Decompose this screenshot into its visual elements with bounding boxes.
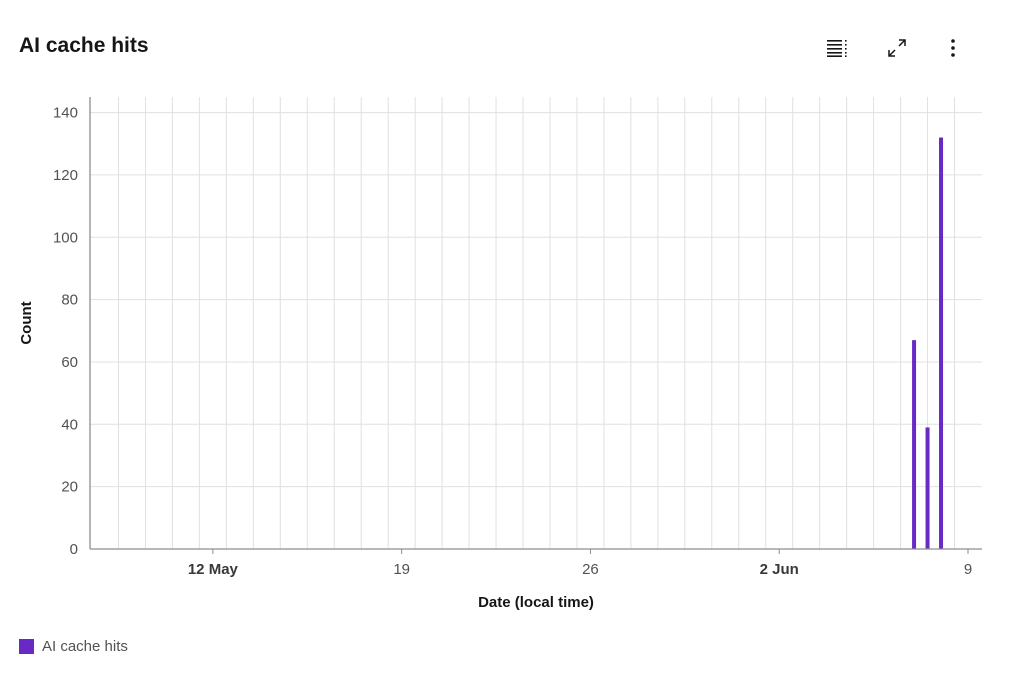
legend-label[interactable]: AI cache hits [42, 638, 128, 655]
y-tick-label: 0 [70, 541, 78, 558]
gridlines [90, 97, 982, 549]
legend: AI cache hits [19, 638, 128, 655]
bar[interactable] [925, 427, 930, 549]
x-tick-label: 9 [964, 561, 972, 578]
chart-plot: 0 20 40 60 80 100 120 140 12 May 19 26 2 Jun 9 Date (… [18, 97, 982, 611]
overflow-menu-vertical-icon [951, 39, 955, 57]
x-tick-label: 2 Jun [760, 561, 799, 578]
x-tick-label: 19 [393, 561, 410, 578]
y-tick-label: 40 [61, 416, 78, 433]
x-axis-title: Date (local time) [478, 594, 594, 611]
y-axis-title: Count [18, 301, 35, 344]
bar[interactable] [939, 137, 944, 549]
x-tick-label: 12 May [188, 561, 239, 578]
overflow-menu-button[interactable] [935, 30, 971, 66]
y-tick-label: 60 [61, 354, 78, 371]
y-tick-label: 120 [53, 167, 78, 184]
axes [89, 97, 982, 554]
y-tick-label: 140 [53, 105, 78, 122]
table-view-icon [827, 40, 847, 57]
maximize-icon [888, 39, 906, 57]
maximize-button[interactable] [879, 30, 915, 66]
chart-toolbar [820, 30, 970, 66]
y-tick-label: 80 [61, 292, 78, 309]
y-tick-label: 20 [61, 479, 78, 496]
legend-swatch [19, 639, 34, 654]
table-view-button[interactable] [820, 30, 856, 66]
y-tick-label: 100 [53, 229, 78, 246]
chart-title: AI cache hits [19, 34, 149, 57]
bars [912, 137, 944, 549]
axis-labels: 0 20 40 60 80 100 120 140 12 May 19 26 2 Jun 9 Date (… [18, 105, 972, 611]
x-tick-label: 26 [582, 561, 599, 578]
bar[interactable] [912, 340, 917, 549]
